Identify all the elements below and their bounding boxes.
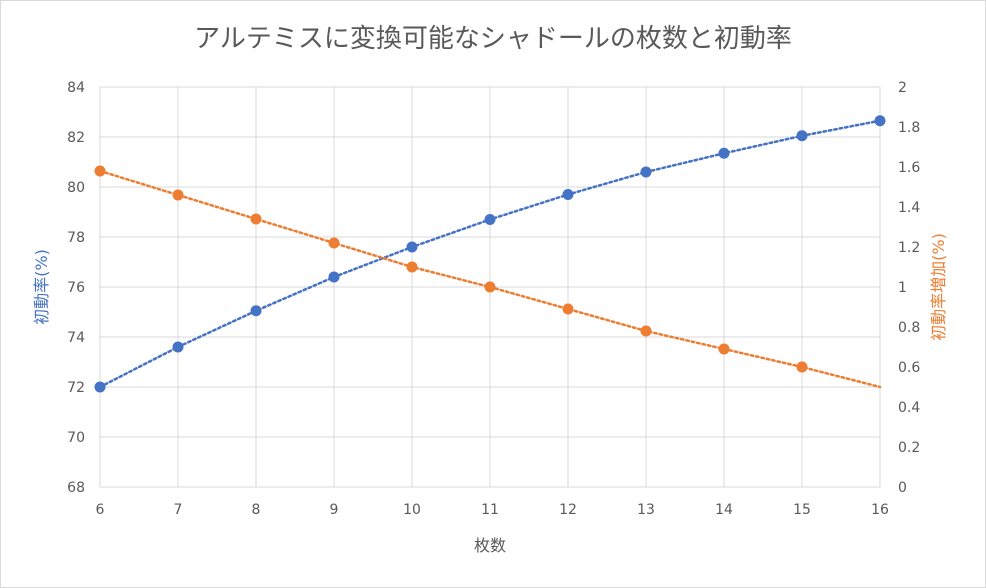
x-tick-label: 8	[252, 502, 261, 518]
series-1-point	[796, 130, 808, 142]
x-tick-label: 13	[637, 502, 655, 518]
x-tick-label: 10	[403, 502, 421, 518]
series-1-point	[328, 271, 340, 283]
right-tick-label: 1.2	[898, 240, 920, 256]
x-tick-label: 11	[481, 502, 499, 518]
series-1-point	[562, 189, 574, 200]
right-tick-label: 1	[898, 280, 907, 296]
series-1-point	[874, 115, 886, 127]
series-1-point	[484, 214, 496, 225]
series-1-point	[406, 241, 418, 253]
x-tick-label: 7	[174, 502, 183, 518]
left-tick-label: 76	[67, 280, 85, 296]
left-tick-label: 78	[67, 230, 85, 246]
right-tick-label: 2	[898, 80, 907, 96]
series-1-point	[172, 341, 184, 353]
left-axis-ticks: 68 70 72 74 76 78 80 82 84	[67, 80, 85, 496]
right-tick-label: 0.6	[898, 360, 920, 376]
series-layer	[94, 115, 886, 393]
series-2-point	[250, 213, 262, 225]
right-tick-label: 1.6	[898, 160, 920, 176]
grid-lines	[99, 86, 881, 488]
right-tick-label: 0.8	[898, 320, 920, 336]
series-2-point	[796, 361, 808, 373]
x-tick-label: 14	[715, 502, 733, 518]
left-tick-label: 72	[67, 380, 85, 396]
left-tick-label: 80	[67, 180, 85, 196]
series-2-point	[406, 261, 418, 273]
x-tick-label: 6	[96, 502, 105, 518]
series-2-point	[640, 325, 652, 337]
x-tick-label: 16	[871, 502, 889, 518]
series-2-point	[718, 343, 730, 355]
series-2-point	[484, 281, 496, 293]
series-1-point	[94, 381, 106, 393]
x-axis-ticks: 6 7 8 9 10 11 12 13 14 15 16	[96, 502, 889, 518]
series-2-point	[94, 165, 106, 177]
x-tick-label: 12	[559, 502, 577, 518]
left-tick-label: 82	[67, 130, 85, 146]
left-tick-label: 68	[67, 480, 85, 496]
series-2-point	[172, 189, 184, 201]
right-tick-label: 1.8	[898, 120, 920, 136]
left-tick-label: 84	[67, 80, 85, 96]
x-tick-label: 9	[330, 502, 339, 518]
series-1-point	[250, 305, 262, 317]
series-2-point	[328, 237, 340, 249]
x-axis-label: 枚数	[474, 536, 506, 555]
chart-title: アルテミスに変換可能なシャドールの枚数と初動率	[194, 24, 792, 54]
right-tick-label: 0.2	[898, 440, 920, 456]
right-axis-label: 初動率増加(%)	[929, 233, 948, 341]
right-tick-label: 0	[898, 480, 907, 496]
right-tick-label: 0.4	[898, 400, 920, 416]
left-tick-label: 74	[67, 330, 85, 346]
series-2-point	[562, 303, 574, 315]
x-tick-label: 15	[793, 502, 811, 518]
series-1-point	[640, 166, 652, 178]
left-axis-label: 初動率(%)	[32, 249, 51, 325]
left-tick-label: 70	[67, 430, 85, 446]
series-1-point	[718, 147, 730, 159]
right-tick-label: 1.4	[898, 200, 920, 216]
right-axis-ticks: 0 0.2 0.4 0.6 0.8 1 1.2 1.4 1.6 1.8 2	[898, 80, 920, 496]
